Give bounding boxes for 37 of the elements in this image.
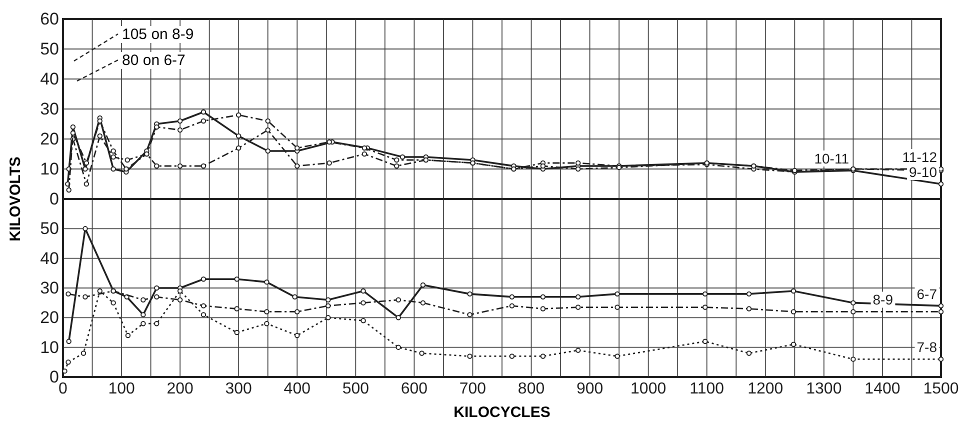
y-tick-label: 50 — [40, 39, 59, 58]
x-tick-label: 700 — [459, 380, 486, 398]
x-tick-label: 200 — [166, 380, 194, 398]
x-tick-label: 1500 — [923, 380, 959, 398]
x-tick-label: 800 — [518, 380, 545, 398]
x-tick-label: 600 — [400, 380, 428, 398]
x-tick-label: 900 — [576, 380, 604, 398]
x-tick-label: 1000 — [630, 380, 666, 398]
x-tick-label: 1100 — [690, 380, 724, 398]
series-label: 9-10 — [908, 164, 938, 180]
x-tick-label: 1200 — [748, 380, 784, 398]
series-label: 7-8 — [916, 339, 938, 356]
y-tick-label: 60 — [40, 9, 59, 28]
x-tick-label: 500 — [342, 380, 370, 398]
x-tick-label: 400 — [284, 380, 311, 398]
series-label: 10-11 — [814, 150, 850, 166]
annotation: 80 on 6-7 — [122, 52, 186, 69]
y-tick-label: 30 — [40, 278, 59, 298]
x-tick-label: 1400 — [864, 380, 900, 398]
y-tick-label: 10 — [40, 338, 59, 357]
y-tick-label: 20 — [40, 308, 59, 328]
series-label: 8-9 — [872, 292, 894, 308]
annotation: 105 on 8-9 — [122, 26, 194, 43]
x-tick-label: 300 — [225, 380, 252, 398]
y-axis-title: KILOVOLTS — [7, 156, 24, 242]
y-tick-label: 20 — [40, 129, 59, 148]
y-tick-label: 50 — [40, 219, 59, 238]
y-tick-label: 40 — [40, 69, 59, 88]
y-tick-label: 10 — [40, 159, 59, 178]
x-tick-label: 1300 — [806, 380, 842, 398]
x-tick-label: 100 — [108, 380, 135, 398]
series-label: 6-7 — [916, 286, 938, 302]
y-tick-label: 40 — [40, 248, 59, 268]
y-tick-label: 0 — [50, 189, 59, 208]
y-tick-label: 30 — [40, 99, 59, 118]
x-axis-title: KILOCYCLES — [454, 404, 550, 421]
series-label: 11-12 — [902, 149, 938, 165]
